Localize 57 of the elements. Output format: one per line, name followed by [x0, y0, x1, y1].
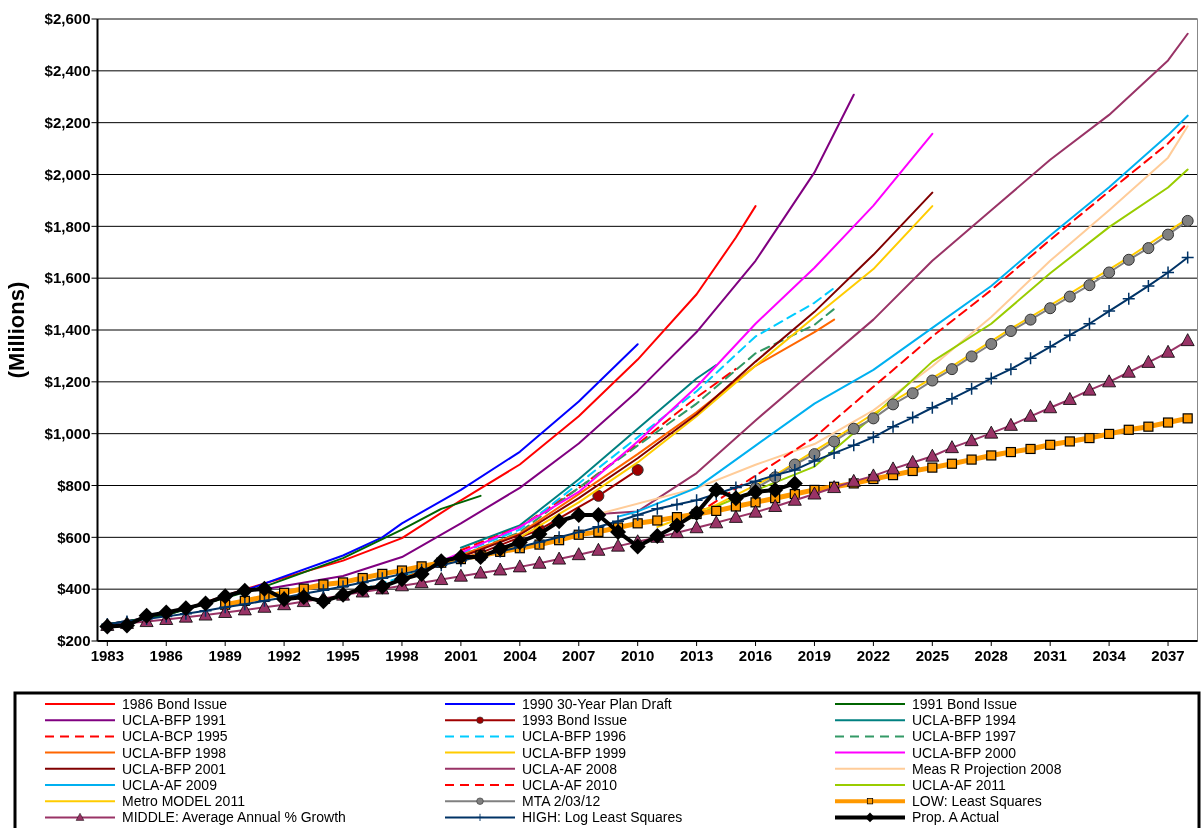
legend-label: UCLA-BFP 1998 — [122, 744, 227, 761]
x-tick-label: 2016 — [738, 647, 773, 664]
x-tick-label: 2022 — [856, 647, 891, 664]
x-tick-label: 1995 — [326, 647, 360, 664]
legend-label: UCLA-BCP 1995 — [122, 728, 228, 745]
y-tick-label: $2,600 — [44, 10, 91, 28]
x-tick-label: 2037 — [1151, 647, 1185, 664]
legend-label: LOW: Least Squares — [912, 793, 1042, 810]
y-tick-label: $1,000 — [44, 424, 91, 442]
legend-label: MTA 2/03/12 — [522, 793, 601, 810]
legend-label: UCLA-BFP 2001 — [122, 760, 227, 777]
x-tick-label: 2013 — [679, 647, 714, 664]
x-tick-label: 2031 — [1033, 647, 1067, 664]
y-tick-label: $200 — [57, 632, 91, 650]
x-tick-label: 2010 — [620, 647, 655, 664]
x-tick-label: 2004 — [503, 647, 538, 664]
legend-label: UCLA-BFP 2000 — [912, 744, 1017, 761]
x-tick-label: 2025 — [915, 647, 950, 664]
x-tick-label: 2007 — [562, 647, 596, 664]
y-tick-label: $2,400 — [44, 62, 91, 80]
x-tick-label: 2028 — [974, 647, 1008, 664]
y-tick-label: $800 — [57, 476, 91, 494]
x-tick-label: 1992 — [267, 647, 301, 664]
legend-label: UCLA-BFP 1994 — [912, 712, 1017, 729]
y-tick-label: $1,800 — [44, 217, 91, 235]
x-tick-label: 2001 — [444, 647, 478, 664]
x-tick-label: 1989 — [208, 647, 242, 664]
legend-label: UCLA-BFP 1997 — [912, 728, 1017, 745]
legend-label: UCLA-BFP 1991 — [122, 712, 227, 729]
legend-label: HIGH: Log Least Squares — [522, 809, 683, 826]
y-tick-label: $2,200 — [44, 113, 91, 131]
legend-label: Prop. A Actual — [912, 809, 1000, 826]
legend-label: Meas R Projection 2008 — [912, 760, 1062, 777]
legend-label: MIDDLE: Average Annual % Growth — [122, 809, 346, 826]
legend-label: UCLA-AF 2011 — [912, 776, 1007, 793]
y-tick-label: $400 — [57, 580, 91, 598]
y-tick-label: $600 — [57, 528, 91, 546]
y-tick-label: $1,400 — [44, 321, 91, 339]
y-tick-label: $1,600 — [44, 269, 91, 287]
legend-label: UCLA-AF 2010 — [522, 776, 618, 793]
legend-label: UCLA-BFP 1999 — [522, 744, 627, 761]
legend-label: 1991 Bond Issue — [912, 695, 1018, 712]
legend-label: 1986 Bond Issue — [122, 695, 228, 712]
legend-label: UCLA-AF 2009 — [122, 776, 218, 793]
x-tick-label: 1983 — [90, 647, 125, 664]
y-axis-title: (Millions) — [4, 281, 29, 379]
legend-label: Metro MODEL 2011 — [122, 793, 246, 810]
legend-label: 1990 30-Year Plan Draft — [522, 695, 672, 712]
legend-label: UCLA-AF 2008 — [522, 760, 618, 777]
x-tick-label: 1986 — [149, 647, 183, 664]
legend-label: UCLA-BFP 1996 — [522, 728, 627, 745]
y-tick-label: $2,000 — [44, 165, 91, 183]
x-tick-label: 2019 — [797, 647, 832, 664]
legend-label: 1993 Bond Issue — [522, 712, 628, 729]
x-tick-label: 2034 — [1092, 647, 1127, 664]
x-tick-label: 1998 — [385, 647, 419, 664]
y-tick-label: $1,200 — [44, 373, 91, 391]
